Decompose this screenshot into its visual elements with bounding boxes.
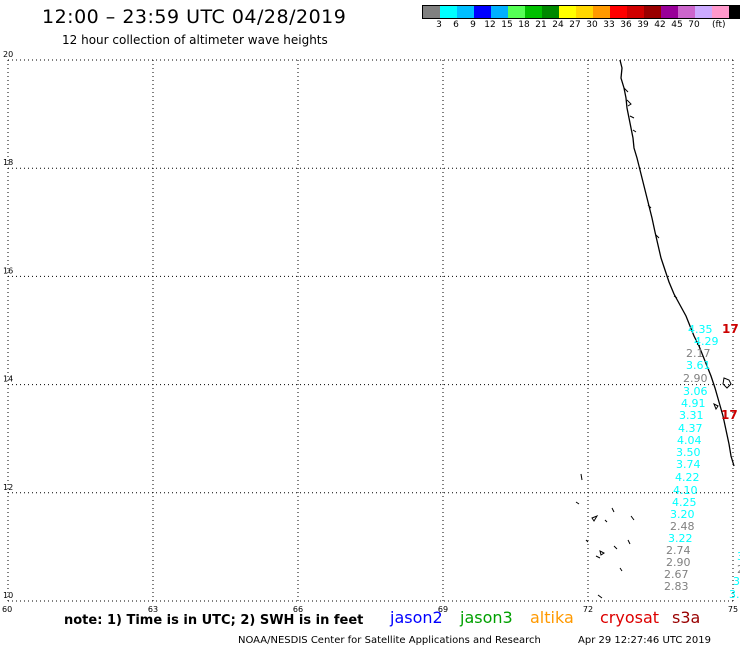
legend-labels: (ft) 3 6 9 12 15 18 21 24 27 30 33 36 39 42 45 70 <box>422 19 740 33</box>
credit-line: NOAA/NESDIS Center for Satellite Applica… <box>238 635 541 646</box>
y-tick-label: 12 <box>3 483 13 492</box>
altimeter-readings: 4.354.292.173.612.903.064.913.314.374.04… <box>664 322 740 601</box>
map-subtitle: 12 hour collection of altimeter wave hei… <box>62 33 328 47</box>
legend-swatch <box>491 6 508 18</box>
y-tick-label: 14 <box>3 375 13 384</box>
island-dots <box>575 473 635 599</box>
legend-color-bar <box>422 5 740 19</box>
swh-reading: 2 <box>737 563 740 576</box>
swh-reading: 17 <box>722 322 739 336</box>
swh-reading: 17 <box>721 408 738 422</box>
satellite-altika: altika <box>530 608 574 627</box>
satellite-s3a: s3a <box>672 608 701 627</box>
legend-label: 33 <box>603 20 615 30</box>
legend-swatch <box>440 6 457 18</box>
swh-reading: 2.74 <box>666 544 691 557</box>
legend-label: 12 <box>484 20 496 30</box>
swh-reading: 2.67 <box>664 568 689 581</box>
map-title: 12:00 – 23:59 UTC 04/28/2019 <box>42 6 347 28</box>
swh-reading: 3. <box>729 588 740 601</box>
swh-reading: 3.22 <box>668 532 693 545</box>
swh-reading: 4.37 <box>678 422 703 435</box>
swh-reading: 3.31 <box>679 409 704 422</box>
legend-swatch <box>712 6 729 18</box>
legend-swatch <box>729 6 740 18</box>
legend-label: 6 <box>453 20 459 30</box>
legend-swatch <box>474 6 491 18</box>
legend-label: 21 <box>535 20 547 30</box>
swh-reading: 2.48 <box>670 520 695 533</box>
swh-reading: 3.20 <box>670 508 695 521</box>
swh-reading: 2.90 <box>683 372 708 385</box>
map-grid <box>7 59 734 602</box>
legend-unit: (ft) <box>712 20 726 30</box>
swh-reading: 4.25 <box>672 496 697 509</box>
swh-reading: 4.29 <box>694 335 719 348</box>
satellite-jason3: jason3 <box>460 608 513 627</box>
legend-swatch <box>559 6 576 18</box>
legend-swatch <box>627 6 644 18</box>
legend-label: 18 <box>518 20 530 30</box>
x-tick-label: 66 <box>293 605 303 614</box>
legend-label: 45 <box>671 20 683 30</box>
legend-label: 3 <box>436 20 442 30</box>
y-tick-label: 16 <box>3 266 13 275</box>
satellite-jason2: jason2 <box>390 608 443 627</box>
legend-swatch <box>576 6 593 18</box>
legend-label: 42 <box>654 20 666 30</box>
swh-reading: 3.06 <box>683 385 708 398</box>
legend-label: 70 <box>688 20 700 30</box>
swh-reading: 3.61 <box>686 359 711 372</box>
swh-reading: 4.91 <box>681 397 706 410</box>
swh-reading: 4.04 <box>677 434 702 447</box>
legend-label: 39 <box>637 20 649 30</box>
legend-swatch <box>508 6 525 18</box>
coastline-detail <box>623 87 701 347</box>
swh-reading: 4.35 <box>688 323 713 336</box>
swh-reading: 3 <box>737 550 740 563</box>
legend-label: 36 <box>620 20 632 30</box>
swh-reading: 2.83 <box>664 580 689 593</box>
swh-reading: 3 <box>733 575 740 588</box>
x-tick-label: 75 <box>728 605 738 614</box>
legend-swatch <box>610 6 627 18</box>
legend-swatch <box>644 6 661 18</box>
generated-timestamp: Apr 29 12:27:46 UTC 2019 <box>578 635 711 646</box>
coastline <box>575 59 735 599</box>
swh-reading: 2.90 <box>666 556 691 569</box>
legend-swatch <box>542 6 559 18</box>
legend-swatch <box>661 6 678 18</box>
legend-label: 27 <box>569 20 581 30</box>
legend-swatch <box>695 6 712 18</box>
axis-labels: 60 63 66 69 72 75 20 18 16 14 12 10 <box>2 50 738 614</box>
y-tick-label: 18 <box>3 158 13 167</box>
coastline-path <box>619 59 735 467</box>
island-cluster <box>713 377 732 411</box>
y-tick-label: 20 <box>3 50 13 59</box>
x-tick-label: 63 <box>148 605 158 614</box>
swh-reading: 2.17 <box>686 347 711 360</box>
legend-label: 15 <box>501 20 513 30</box>
legend-swatch <box>678 6 695 18</box>
swh-reading: 3.50 <box>676 446 701 459</box>
legend-label: 24 <box>552 20 564 30</box>
x-tick-label: 72 <box>583 605 593 614</box>
color-legend: (ft) 3 6 9 12 15 18 21 24 27 30 33 36 39 42 45 70 <box>422 5 740 33</box>
legend-label: 30 <box>586 20 598 30</box>
satellite-cryosat: cryosat <box>600 608 660 627</box>
legend-swatch <box>423 6 440 18</box>
y-tick-label: 10 <box>3 591 13 600</box>
legend-label: 9 <box>470 20 476 30</box>
legend-swatch <box>457 6 474 18</box>
swh-reading: 4.10 <box>673 484 698 497</box>
footer-note: note: 1) Time is in UTC; 2) SWH is in fe… <box>64 613 364 628</box>
legend-swatch <box>525 6 542 18</box>
x-tick-label: 60 <box>2 605 12 614</box>
swh-reading: 3.74 <box>676 458 701 471</box>
x-tick-label: 69 <box>438 605 448 614</box>
swh-reading: 4.22 <box>675 471 700 484</box>
legend-swatch <box>593 6 610 18</box>
